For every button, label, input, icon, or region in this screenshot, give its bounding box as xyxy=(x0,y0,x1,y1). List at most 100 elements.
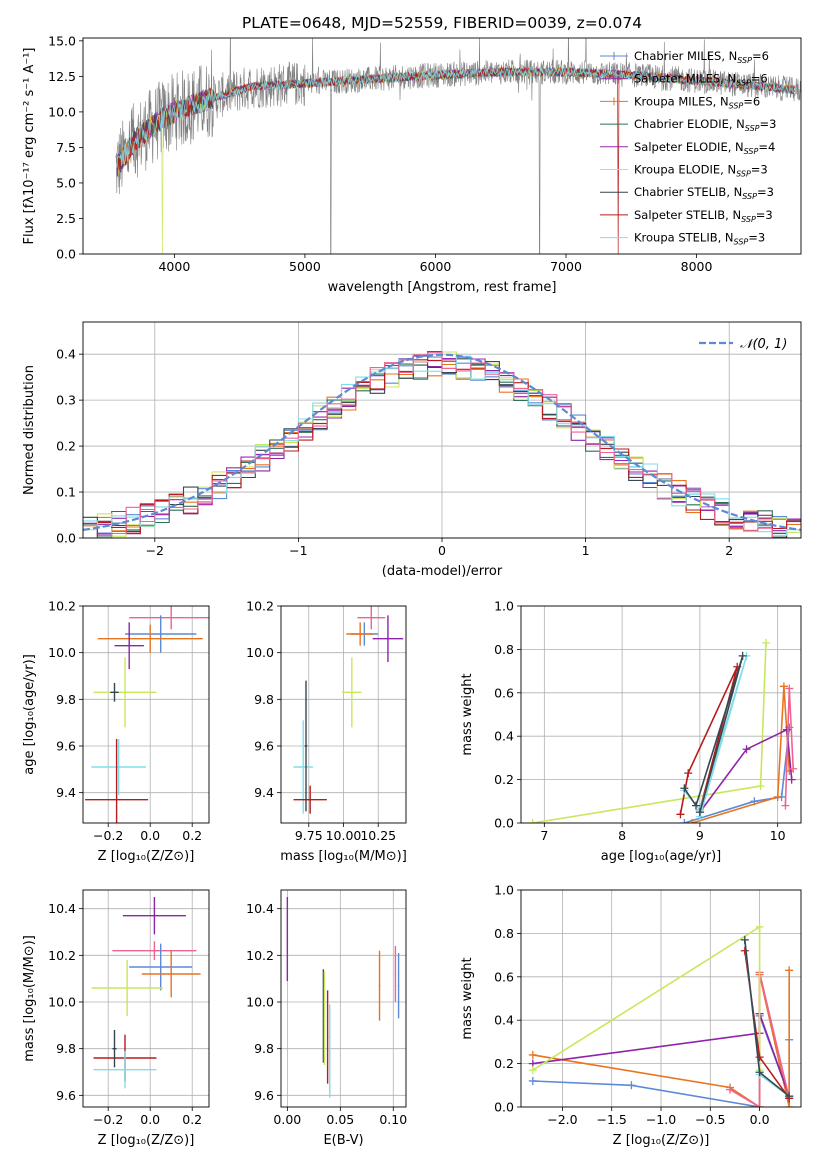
model-line-8 xyxy=(116,66,795,167)
y-tick-label: 9.8 xyxy=(254,1041,274,1056)
data-point xyxy=(170,616,172,619)
ticks: −0.2 0.0 0.2 9.4 9.6 9.8 10.0 10.2 xyxy=(48,599,202,844)
legend-label: Chabrier MILES, NSSP=6 xyxy=(634,49,769,65)
data-point xyxy=(113,1047,116,1050)
plus-marker xyxy=(785,684,794,693)
data-point xyxy=(351,691,353,694)
data-point xyxy=(309,798,311,801)
panel-residuals: −2 −1 0 1 2 0.0 0.1 0.2 0.3 0.4 (data-model)/error… xyxy=(22,321,802,579)
data-point xyxy=(115,798,118,801)
plus-marker xyxy=(738,651,747,660)
legend-label: Salpeter ELODIE, NSSP=4 xyxy=(634,140,775,156)
y-tick-label: 0.8 xyxy=(494,642,514,657)
figure-title: PLATE=0648, MJD=52559, FIBERID=0039, z=0… xyxy=(242,14,642,32)
y-tick-label: 9.8 xyxy=(56,692,76,707)
y-tick-label: 9.4 xyxy=(254,785,274,800)
y-tick-label: 0.6 xyxy=(494,969,514,984)
plus-marker xyxy=(680,784,689,793)
plot-area xyxy=(528,922,794,1107)
data-point xyxy=(124,691,126,694)
data-point xyxy=(149,637,151,640)
y-tick-label: 9.8 xyxy=(254,692,274,707)
normal-curve xyxy=(83,353,801,531)
plot-area xyxy=(91,897,201,1089)
y-tick-label: 10.4 xyxy=(48,901,76,916)
data-point xyxy=(370,616,373,619)
plus-marker xyxy=(742,745,751,754)
x-tick-label: 8 xyxy=(618,828,626,843)
y-tick-label: 9.6 xyxy=(56,739,76,754)
plus-marker xyxy=(528,1050,537,1059)
plus-marker xyxy=(783,725,791,734)
y-tick-label: 15.0 xyxy=(48,33,76,48)
y-tick-label: 10.2 xyxy=(246,948,274,963)
x-tick-label: 7000 xyxy=(550,259,582,274)
y-tick-label: 1.0 xyxy=(494,883,514,898)
y-tick-label: 9.6 xyxy=(254,1088,274,1103)
plus-marker xyxy=(773,792,782,801)
x-tick-label: −1.0 xyxy=(646,1112,676,1127)
y-axis-label: mass [log₁₀(M/M⊙)] xyxy=(22,935,37,1062)
data-point xyxy=(128,644,130,647)
x-tick-label: 0.00 xyxy=(273,1112,301,1127)
x-tick-label: 2 xyxy=(725,543,733,558)
axes-frame xyxy=(82,889,210,1108)
legend-label: Chabrier ELODIE, NSSP=3 xyxy=(634,117,776,133)
axes-frame xyxy=(82,321,802,539)
x-tick-label: −0.2 xyxy=(93,828,123,843)
y-tick-label: 10.4 xyxy=(246,901,274,916)
weight-line-0 xyxy=(532,642,767,823)
axes-frame xyxy=(520,889,802,1108)
ticks: −2 −1 0 1 2 0.0 0.1 0.2 0.3 0.4 xyxy=(56,347,733,558)
y-tick-label: 0.2 xyxy=(494,1056,514,1071)
plus-marker xyxy=(726,1085,735,1094)
axes-frame xyxy=(82,605,210,824)
legend-label: Salpeter STELIB, NSSP=3 xyxy=(634,208,773,224)
y-tick-label: 0.3 xyxy=(56,393,76,408)
ticks: 4000 5000 6000 7000 8000 0.0 2.5 5.0 7.5 10.0 12.5… xyxy=(48,33,712,274)
y-tick-label: 10.2 xyxy=(48,948,76,963)
y-tick-label: 0.1 xyxy=(56,485,76,500)
plus-marker xyxy=(627,1081,636,1090)
x-tick-label: −2 xyxy=(146,543,164,558)
x-tick-label: 0.2 xyxy=(182,1112,202,1127)
plot-area xyxy=(85,606,209,823)
data-point xyxy=(326,1036,329,1038)
data-point xyxy=(126,987,128,989)
x-tick-label: 10.25 xyxy=(360,828,396,843)
y-tick-label: 10.0 xyxy=(48,995,76,1010)
grid xyxy=(521,605,801,824)
x-axis-label: E(B-V) xyxy=(323,1133,363,1148)
plus-marker xyxy=(755,1103,764,1107)
x-axis-label: wavelength [Angstrom, rest frame] xyxy=(328,280,557,295)
plus-marker xyxy=(762,638,770,647)
plus-marker xyxy=(787,775,796,784)
x-axis-label: mass [log₁₀(M/M⊙)] xyxy=(280,849,407,864)
legend-label: Salpeter MILES, NSSP=6 xyxy=(634,72,768,88)
y-tick-label: 5.0 xyxy=(56,175,76,190)
y-tick-label: 10.0 xyxy=(48,104,76,119)
x-tick-label: 9.75 xyxy=(295,828,323,843)
y-tick-label: 2.5 xyxy=(56,211,76,226)
plus-marker xyxy=(755,922,764,931)
x-tick-label: 6000 xyxy=(420,259,452,274)
plus-marker xyxy=(785,1103,794,1107)
x-tick-label: 8000 xyxy=(681,259,713,274)
data-point xyxy=(113,691,116,694)
y-axis-label: mass weight xyxy=(460,673,475,755)
panel-mass_vs_Z: −0.2 0.0 0.2 9.6 9.8 10.0 10.2 10.4 Z [log₁₀(Z/Z… xyxy=(22,889,210,1148)
y-tick-label: 9.4 xyxy=(56,785,76,800)
x-tick-label: 10 xyxy=(770,828,786,843)
axes-frame xyxy=(280,605,407,824)
y-tick-label: 0.8 xyxy=(494,926,514,941)
y-tick-label: 0.0 xyxy=(494,1100,514,1115)
x-tick-label: 0.2 xyxy=(182,828,202,843)
y-tick-label: 0.6 xyxy=(494,685,514,700)
axes-frame xyxy=(280,889,407,1108)
axes-frame xyxy=(520,605,802,824)
x-tick-label: −2.0 xyxy=(547,1112,577,1127)
plus-marker xyxy=(755,1068,764,1077)
y-tick-label: 0.0 xyxy=(56,531,76,546)
